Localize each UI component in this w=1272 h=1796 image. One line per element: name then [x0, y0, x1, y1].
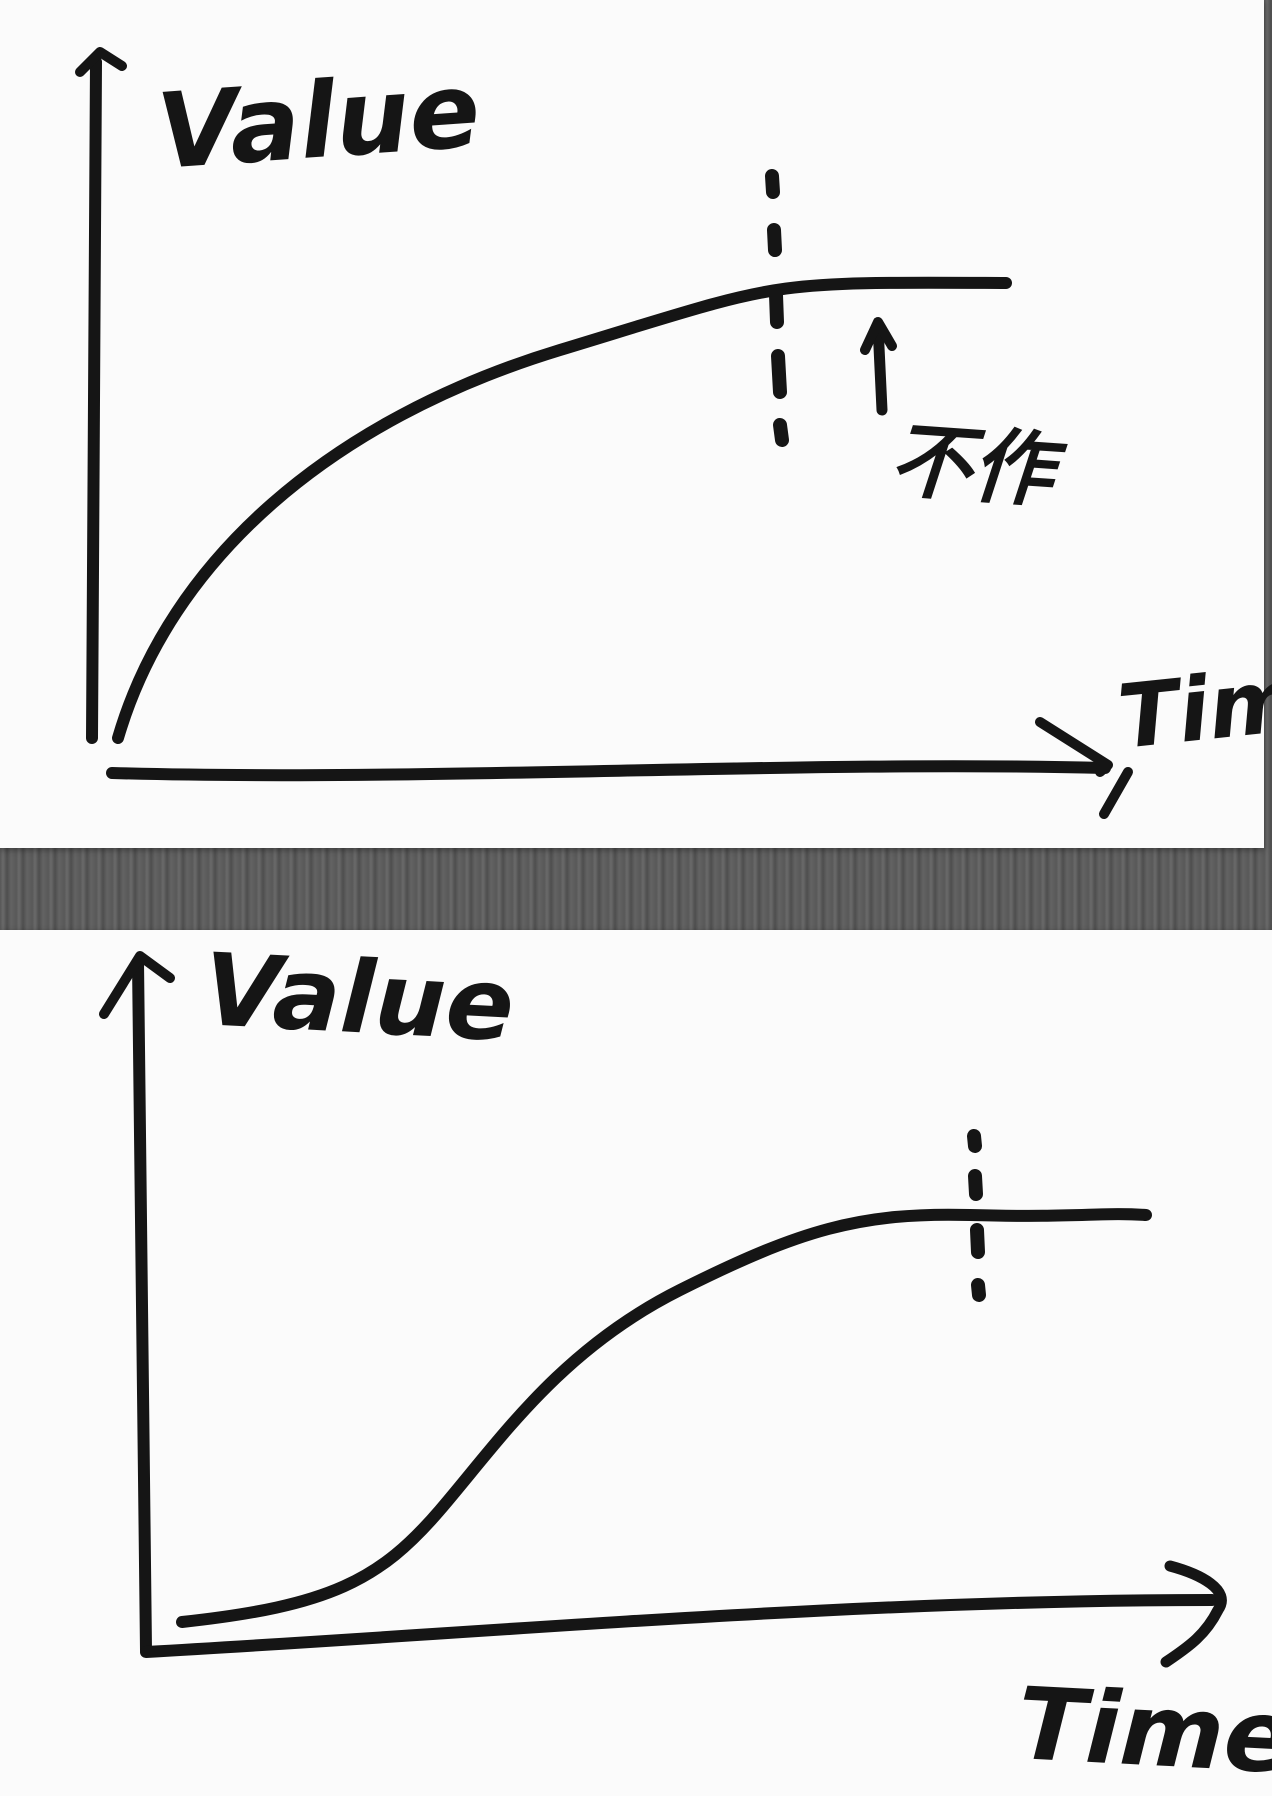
x-axis-label: Tim [1113, 647, 1272, 768]
x-axis [140, 1594, 1218, 1658]
y-axis-arrowhead [75, 47, 127, 77]
diagram-top: Value Tim 不作 [75, 47, 1272, 819]
sticky-note-top [0, 0, 1264, 848]
y-axis-arrowhead [99, 951, 175, 1019]
diagram-bottom: Value Time [99, 931, 1272, 1796]
x-axis [106, 760, 1111, 782]
y-axis [86, 56, 102, 744]
y-axis [132, 956, 152, 1656]
y-axis-label: Value [201, 931, 517, 1064]
x-axis-tick [1099, 767, 1133, 819]
annotation-arrow [872, 320, 888, 416]
x-axis-arrowhead [1160, 1560, 1227, 1668]
curve [112, 276, 1012, 744]
y-axis-label: Value [153, 49, 484, 193]
curve [176, 1208, 1152, 1628]
x-axis-label: Time [1015, 1665, 1272, 1796]
dashed-marker-line [967, 1129, 986, 1302]
annotation-arrowhead [860, 317, 897, 355]
dashed-marker-line [765, 169, 789, 447]
annotation-text: 不作 [887, 413, 1070, 520]
x-axis-arrowhead [1035, 717, 1113, 777]
